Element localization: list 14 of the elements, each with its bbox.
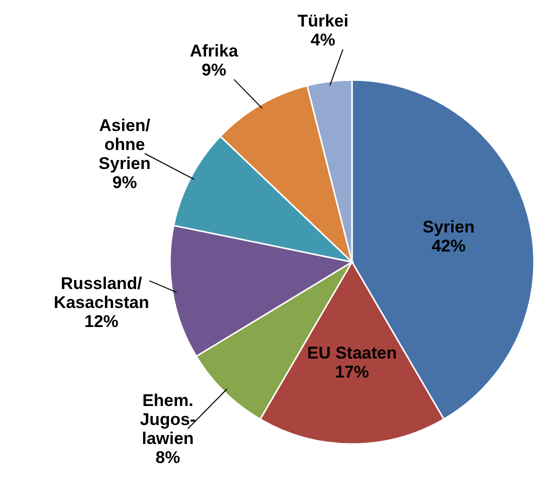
slice-label: Ehem. Jugos- lawien <box>140 391 196 448</box>
data-label: 12% <box>84 312 118 331</box>
slice-label: Afrika <box>190 41 239 60</box>
slice-label: Asien/ ohne Syrien <box>98 116 151 174</box>
slice-label: Syrien <box>422 217 475 236</box>
slice-label: Russland/ Kasachstan <box>54 274 150 312</box>
slice-label: EU Staaten <box>307 344 397 363</box>
data-label: 8% <box>156 448 180 468</box>
data-label: 17% <box>334 362 370 382</box>
data-label: 9% <box>202 60 226 80</box>
data-label: 9% <box>112 173 137 192</box>
slice-label: Türkei <box>297 11 348 30</box>
data-label: 4% <box>310 30 336 50</box>
data-label: 42% <box>432 236 466 256</box>
